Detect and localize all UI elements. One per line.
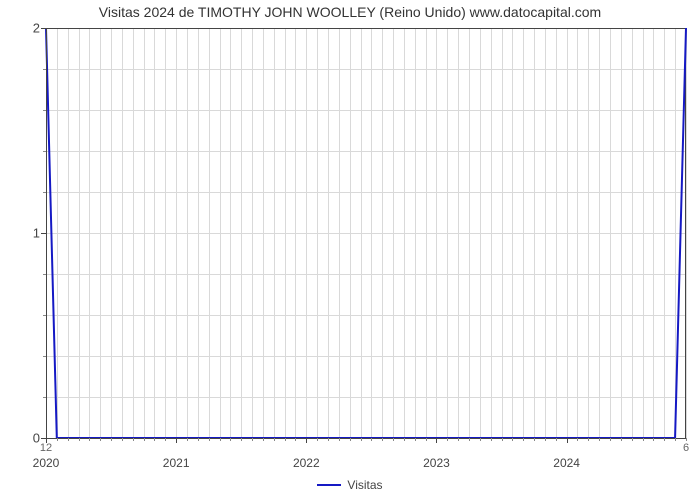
x-minor-tick: [252, 438, 253, 441]
x-minor-tick: [295, 438, 296, 441]
y-minor-tick: [43, 315, 46, 316]
x-minor-tick: [209, 438, 210, 441]
x-tick-label: 2022: [293, 456, 320, 470]
data-line: [46, 28, 686, 438]
x-minor-tick: [664, 438, 665, 441]
x-minor-tick: [686, 438, 687, 441]
x-minor-tick: [68, 438, 69, 441]
x-minor-tick: [187, 438, 188, 441]
y-tick-label: 0: [6, 431, 40, 446]
x-minor-tick: [610, 438, 611, 441]
x-minor-tick: [480, 438, 481, 441]
x-minor-tick: [371, 438, 372, 441]
x-minor-tick: [523, 438, 524, 441]
y-major-tick: [41, 233, 46, 234]
x-minor-tick: [632, 438, 633, 441]
y-minor-tick: [43, 192, 46, 193]
x-minor-tick: [653, 438, 654, 441]
x-minor-tick: [556, 438, 557, 441]
y-major-tick: [41, 28, 46, 29]
y-minor-tick: [43, 397, 46, 398]
x-minor-tick: [144, 438, 145, 441]
grid-vertical: [686, 28, 687, 438]
legend-label: Visitas: [347, 478, 382, 492]
x-major-tick: [436, 438, 437, 443]
x-minor-tick: [382, 438, 383, 441]
x-tick-label: 2021: [163, 456, 190, 470]
x-minor-tick: [426, 438, 427, 441]
x-tick-label: 2023: [423, 456, 450, 470]
x-minor-tick: [111, 438, 112, 441]
x-minor-tick: [100, 438, 101, 441]
y-minor-tick: [43, 110, 46, 111]
x-minor-tick: [502, 438, 503, 441]
x-minor-tick: [154, 438, 155, 441]
y-tick-label: 2: [6, 21, 40, 36]
x-minor-tick: [220, 438, 221, 441]
x-minor-tick: [458, 438, 459, 441]
y-minor-tick: [43, 69, 46, 70]
x-minor-tick: [393, 438, 394, 441]
x-minor-tick: [263, 438, 264, 441]
x-minor-tick: [285, 438, 286, 441]
x-minor-tick: [274, 438, 275, 441]
x-minor-tick: [317, 438, 318, 441]
x-minor-tick: [621, 438, 622, 441]
x-minor-tick: [404, 438, 405, 441]
x-tick-label: 2020: [33, 456, 60, 470]
x-major-tick: [567, 438, 568, 443]
x-minor-tick: [675, 438, 676, 441]
x-minor-tick: [79, 438, 80, 441]
x-minor-tick: [122, 438, 123, 441]
x-minor-tick: [350, 438, 351, 441]
x-tick-label: 2024: [553, 456, 580, 470]
x-minor-tick: [577, 438, 578, 441]
x-major-tick: [306, 438, 307, 443]
x-minor-tick: [230, 438, 231, 441]
x-axis-line: [46, 438, 686, 439]
x-minor-tick: [588, 438, 589, 441]
x-minor-tick: [198, 438, 199, 441]
y-minor-tick: [43, 151, 46, 152]
x-minor-tick: [133, 438, 134, 441]
x-minor-tick: [57, 438, 58, 441]
line-chart: Visitas 2024 de TIMOTHY JOHN WOOLLEY (Re…: [0, 0, 700, 500]
chart-title: Visitas 2024 de TIMOTHY JOHN WOOLLEY (Re…: [0, 4, 700, 20]
x-minor-tick: [534, 438, 535, 441]
legend: Visitas: [0, 478, 700, 492]
x-minor-tick: [643, 438, 644, 441]
x-minor-tick: [328, 438, 329, 441]
x-minor-tick: [165, 438, 166, 441]
x-minor-tick: [491, 438, 492, 441]
x-minor-tick: [241, 438, 242, 441]
x-minor-tick: [469, 438, 470, 441]
x-minor-tick: [361, 438, 362, 441]
x-minor-tick: [339, 438, 340, 441]
legend-swatch: [317, 484, 341, 486]
x-major-tick: [176, 438, 177, 443]
x-minor-label-right: 6: [683, 442, 689, 454]
x-minor-tick: [89, 438, 90, 441]
x-minor-tick: [415, 438, 416, 441]
x-minor-tick: [447, 438, 448, 441]
y-minor-tick: [43, 356, 46, 357]
y-tick-label: 1: [6, 226, 40, 241]
x-minor-tick: [599, 438, 600, 441]
y-minor-tick: [43, 274, 46, 275]
y-axis-line: [46, 28, 47, 438]
x-minor-tick: [545, 438, 546, 441]
x-minor-tick: [512, 438, 513, 441]
x-minor-label-left: 12: [40, 442, 52, 454]
